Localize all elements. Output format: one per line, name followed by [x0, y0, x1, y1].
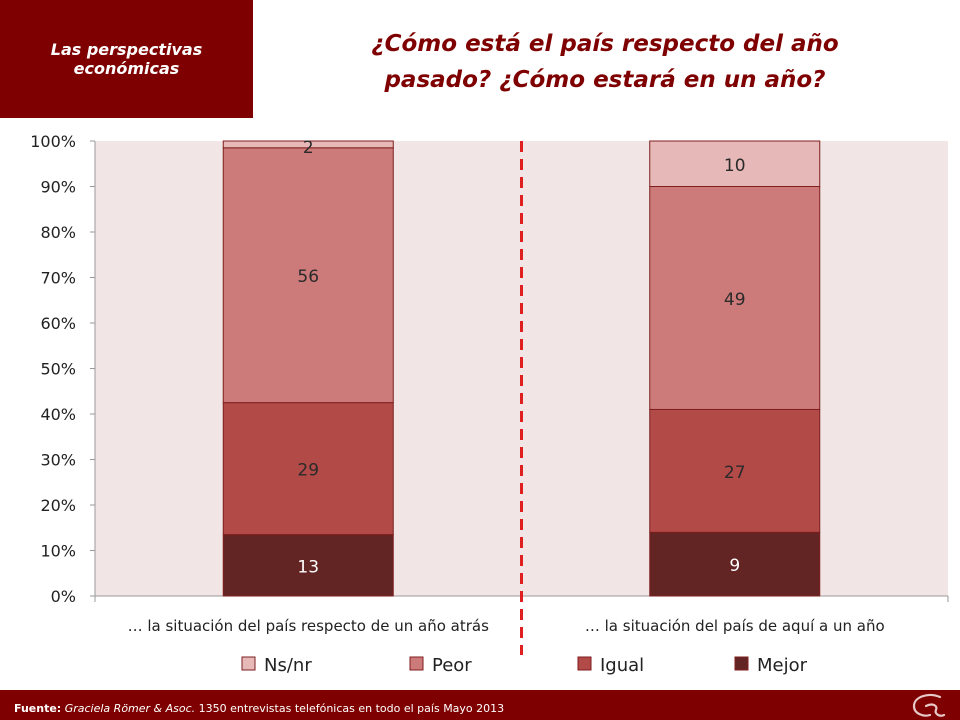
section-label-line-2: económicas: [73, 59, 180, 78]
legend-label-igual: Igual: [600, 655, 644, 676]
legend-label-peor: Peor: [432, 655, 472, 676]
y-tick-label: 20%: [40, 496, 76, 515]
legend-swatch-peor: [409, 656, 424, 671]
legend-label-mejor: Mejor: [757, 655, 808, 676]
bar-segment-peor: [222, 147, 394, 404]
page-title-line-2: pasado? ¿Cómo estará en un año?: [384, 67, 826, 93]
section-badge: Las perspectivas económicas: [0, 0, 253, 118]
y-tick-label: 70%: [40, 269, 76, 288]
page-title: ¿Cómo está el país respecto del año pasa…: [270, 26, 940, 98]
stacked-bar-chart: 0%10%20%30%40%50%60%70%80%90%100%1329562…: [30, 132, 949, 676]
source-note: Fuente: Graciela Römer & Asoc. 1350 entr…: [14, 702, 504, 715]
y-tick-label: 10%: [40, 542, 76, 561]
bar-segment-mejor: [649, 531, 821, 597]
data-label: 13: [297, 557, 319, 577]
y-tick-label: 50%: [40, 360, 76, 379]
y-tick-label: 0%: [51, 587, 76, 606]
page-title-line-1: ¿Cómo está el país respecto del año: [371, 31, 839, 57]
bar-segment-nsnr: [649, 140, 821, 187]
legend-swatch-mejor: [734, 656, 749, 671]
company-logo-icon: [912, 693, 946, 717]
data-label: 10: [724, 156, 746, 176]
y-tick-label: 80%: [40, 223, 76, 242]
data-label: 29: [297, 461, 319, 481]
bar-segment-igual: [649, 408, 821, 533]
bar-segment-peor: [649, 186, 821, 410]
bar-segment-igual: [222, 402, 394, 536]
data-label: 49: [724, 290, 746, 310]
bar-segment-mejor: [222, 534, 394, 597]
y-tick-label: 90%: [40, 178, 76, 197]
data-label: 27: [724, 463, 746, 483]
x-category-label: … la situación del país de aquí a un año: [585, 617, 885, 635]
x-category-label: … la situación del país respecto de un a…: [128, 617, 490, 635]
y-tick-label: 60%: [40, 314, 76, 333]
legend-swatch-nsnr: [241, 656, 256, 671]
y-tick-label: 40%: [40, 405, 76, 424]
data-label: 56: [297, 267, 319, 287]
legend-swatch-igual: [577, 656, 592, 671]
data-label: 9: [729, 556, 740, 576]
legend-label-nsnr: Ns/nr: [264, 655, 312, 676]
footer-bar: Fuente: Graciela Römer & Asoc. 1350 entr…: [0, 690, 960, 720]
bar-segment-nsnr: [222, 140, 394, 149]
source-label: Fuente:: [14, 702, 62, 715]
data-label: 2: [303, 138, 314, 158]
source-author: Graciela Römer & Asoc.: [64, 702, 196, 715]
y-tick-label: 30%: [40, 451, 76, 470]
source-detail: 1350 entrevistas telefónicas en todo el …: [195, 702, 505, 715]
y-tick-label: 100%: [30, 132, 76, 151]
section-label-line-1: Las perspectivas: [50, 40, 203, 59]
